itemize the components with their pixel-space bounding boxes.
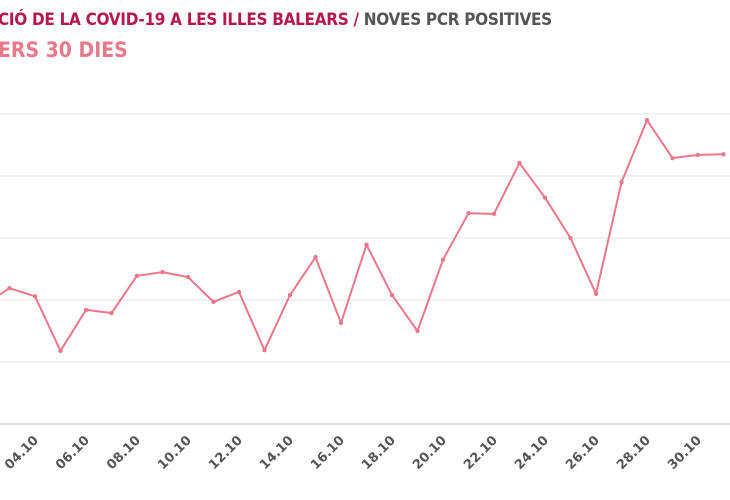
x-tick-label: 28.10 (614, 433, 654, 473)
x-tick-label: 14.10 (257, 433, 297, 473)
data-point (568, 235, 573, 241)
data-point (262, 348, 267, 353)
data-point (415, 328, 420, 334)
data-point (58, 348, 63, 354)
x-tick-label: 26.10 (563, 433, 603, 473)
data-point (389, 292, 395, 298)
x-tick-label: 24.10 (512, 433, 552, 473)
data-point (695, 152, 701, 158)
data-point (364, 242, 369, 248)
x-tick-label: 08.10 (104, 433, 144, 473)
series-line (0, 119, 724, 352)
x-tick-label: 20.10 (410, 433, 450, 473)
data-point (236, 289, 242, 295)
data-point (7, 286, 12, 291)
data-point (32, 294, 38, 299)
data-point (440, 257, 446, 262)
data-point (644, 118, 650, 123)
data-point (721, 152, 726, 157)
title-part1: CIÓ DE LA COVID-19 A LES ILLES BALEARS (0, 10, 349, 30)
title-separator: / (348, 10, 364, 30)
x-tick-label: 22.10 (461, 433, 501, 473)
x-tick-label: 30.10 (665, 433, 705, 473)
data-point (670, 155, 675, 161)
x-tick-label: 12.10 (206, 433, 246, 473)
data-point (185, 274, 191, 280)
data-point (593, 291, 599, 296)
data-point (83, 307, 89, 313)
x-tick-label: 04.10 (2, 433, 42, 473)
data-point (338, 320, 344, 326)
data-point (134, 273, 140, 279)
x-tick-label: 10.10 (155, 433, 195, 473)
data-point (313, 255, 318, 260)
data-point (517, 160, 522, 166)
chart-subtitle: ERS 30 DIES (0, 38, 128, 62)
data-point (542, 195, 548, 200)
data-point (160, 269, 165, 275)
title-part2: NOVES PCR POSITIVES (363, 10, 552, 30)
data-point (287, 292, 293, 298)
x-tick-label: 18.10 (359, 433, 399, 473)
chart-title: CIÓ DE LA COVID-19 A LES ILLES BALEARS /… (0, 10, 552, 30)
x-tick-label: 06.10 (53, 433, 93, 473)
data-point (619, 180, 624, 185)
data-point (109, 310, 114, 316)
data-point (211, 299, 216, 305)
x-tick-label: 16.10 (308, 433, 348, 473)
data-point (491, 211, 497, 217)
data-point (466, 211, 471, 216)
